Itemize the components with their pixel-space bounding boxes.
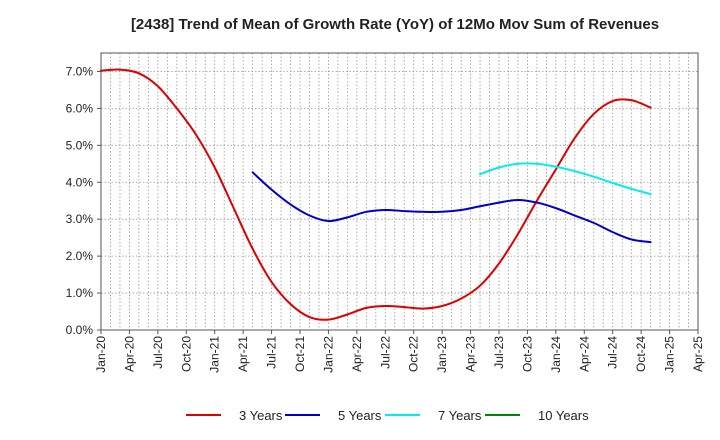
y-tick-label: 7.0% [66,64,94,78]
x-tick-label: Apr-25 [691,336,705,372]
x-tick-label: Jan-24 [549,336,563,373]
x-tick-label: Apr-24 [577,336,591,372]
y-tick-label: 1.0% [66,286,94,300]
x-tick-label: Jul-23 [492,336,506,369]
x-tick-label: Oct-21 [293,336,307,372]
x-tick-label: Apr-22 [350,336,364,372]
x-tick-label: Jul-21 [265,336,279,369]
x-tick-label: Oct-24 [634,336,648,372]
x-tick-label: Jan-22 [321,336,335,373]
series-line-7-years [479,162,652,196]
legend-label: 5 Years [338,408,382,423]
x-tick-label: Jan-20 [94,336,108,373]
x-tick-label: Jan-23 [435,336,449,373]
x-tick-label: Jan-21 [208,336,222,373]
y-tick-label: 3.0% [66,212,94,226]
legend: 3 Years 5 Years 7 Years 10 Years [186,408,589,423]
y-tick-label: 2.0% [66,249,94,263]
plot-frame [100,52,699,331]
y-tick-label: 4.0% [66,175,94,189]
x-tick-label: Apr-23 [464,336,478,372]
x-tick-label: Oct-20 [179,336,193,372]
y-tick-label: 0.0% [66,323,94,337]
x-tick-label: Jul-20 [151,336,165,369]
legend-label: 3 Years [239,408,283,423]
x-axis: Jan-20 Apr-20 Jul-20 Oct-20 Jan-21 Apr-21 Jul-… [94,330,705,373]
legend-label: 10 Years [538,408,589,423]
legend-label: 7 Years [438,408,482,423]
x-tick-label: Apr-21 [236,336,250,372]
series-line-3-years [100,68,652,321]
x-tick-label: Apr-20 [122,336,136,372]
x-tick-label: Jul-24 [606,336,620,369]
y-tick-label: 5.0% [66,138,94,152]
y-tick-label: 6.0% [66,101,94,115]
x-tick-label: Jan-25 [663,336,677,373]
chart-title: [2438] Trend of Mean of Growth Rate (YoY… [131,16,659,33]
x-tick-label: Oct-23 [520,336,534,372]
grid [101,53,698,330]
x-tick-label: Jul-22 [378,336,392,369]
series-line-5-years [251,171,652,244]
x-tick-label: Oct-22 [407,336,421,372]
y-axis: 0.0% 1.0% 2.0% 3.0% 4.0% 5.0% 6.0% 7.0% [66,64,101,337]
series [100,68,652,321]
